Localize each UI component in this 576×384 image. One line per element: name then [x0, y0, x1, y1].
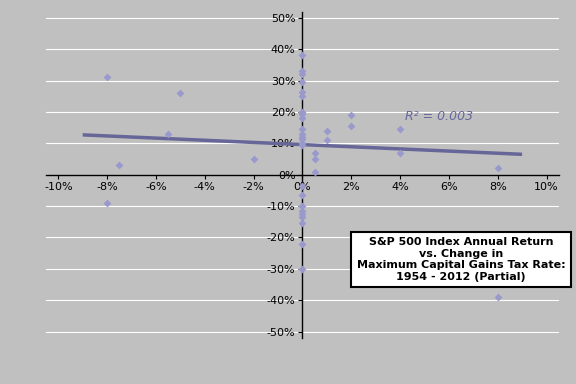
Point	[298, 211, 307, 217]
Point	[396, 150, 405, 156]
Point	[298, 136, 307, 142]
Point	[347, 112, 356, 118]
Point	[310, 169, 319, 175]
Point	[298, 111, 307, 117]
Point	[164, 131, 173, 137]
Point	[298, 134, 307, 140]
Point	[310, 150, 319, 156]
Point	[347, 123, 356, 129]
Point	[298, 214, 307, 220]
Point	[298, 131, 307, 137]
Point	[298, 68, 307, 74]
Point	[298, 93, 307, 99]
Point	[103, 200, 112, 206]
Point	[298, 142, 307, 148]
Point	[249, 156, 258, 162]
Point	[298, 241, 307, 247]
Point	[493, 294, 502, 300]
Point	[298, 220, 307, 227]
Point	[322, 128, 331, 134]
Point	[396, 126, 405, 132]
Point	[298, 208, 307, 214]
Point	[298, 52, 307, 58]
Point	[115, 162, 124, 168]
Point	[298, 203, 307, 209]
Text: R² = 0.003: R² = 0.003	[405, 110, 473, 123]
Point	[298, 115, 307, 121]
Point	[298, 126, 307, 132]
Point	[103, 74, 112, 81]
Point	[298, 183, 307, 189]
Point	[298, 192, 307, 198]
Point	[176, 90, 185, 96]
Text: S&P 500 Index Annual Return
vs. Change in
Maximum Capital Gains Tax Rate:
1954 -: S&P 500 Index Annual Return vs. Change i…	[357, 237, 566, 282]
Point	[298, 266, 307, 272]
Point	[493, 166, 502, 172]
Point	[298, 71, 307, 77]
Point	[298, 109, 307, 115]
Point	[298, 88, 307, 94]
Point	[298, 79, 307, 85]
Point	[322, 137, 331, 143]
Point	[298, 140, 307, 146]
Point	[310, 156, 319, 162]
